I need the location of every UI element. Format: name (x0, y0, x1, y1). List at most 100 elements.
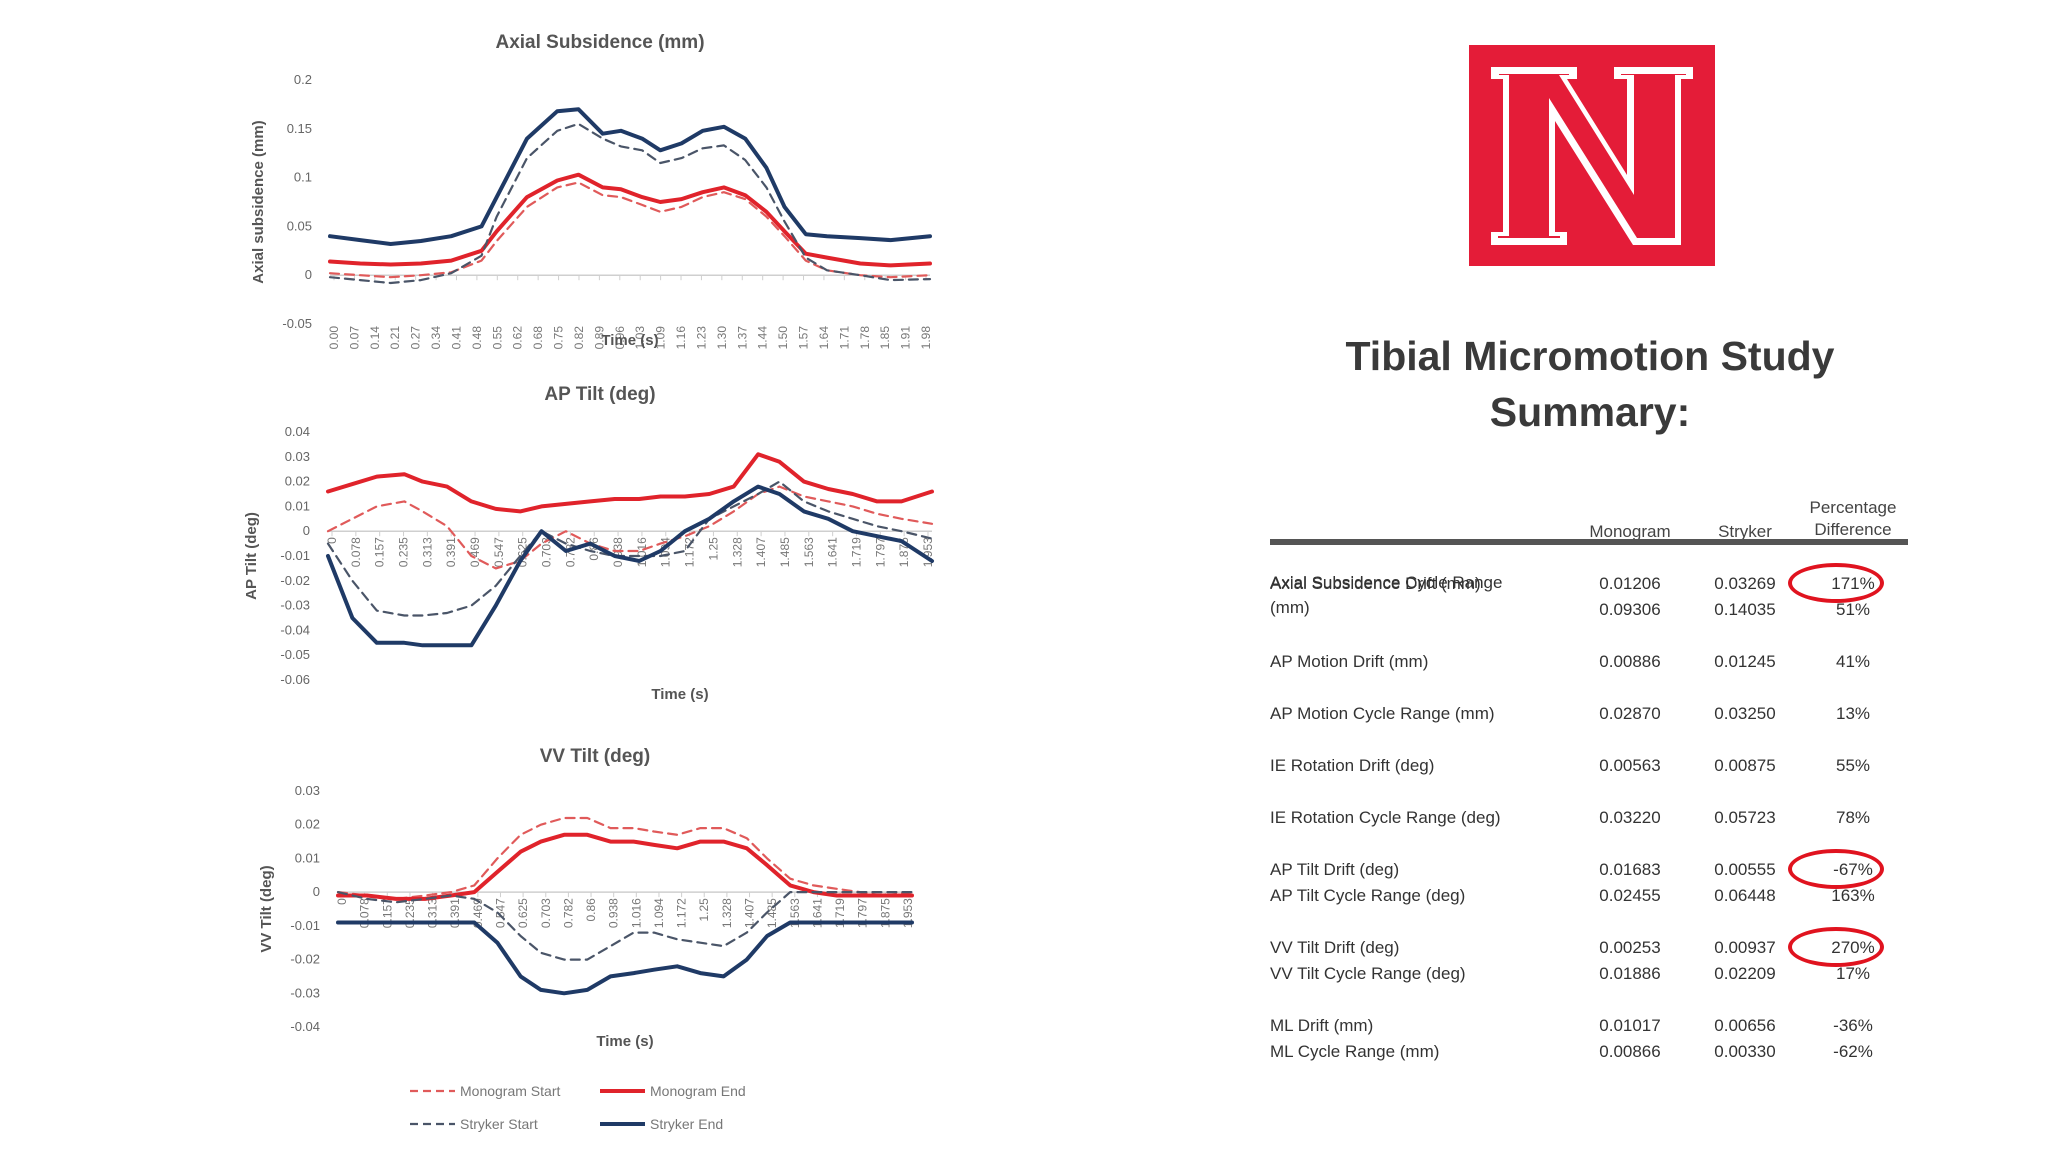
stryker-value: 0.00937 (1714, 938, 1776, 957)
chart-3: VV Tilt (deg) 0.03 0.02 0.01 0 -0.01 -0.02 -0.0… (258, 746, 915, 1050)
legend-label: Monogram End (650, 1083, 746, 1099)
chart-title: VV Tilt (deg) (540, 746, 650, 767)
stryker-value: 0.00555 (1714, 860, 1776, 879)
monogram-value: 0.02870 (1599, 704, 1661, 723)
stryker-value: 0.00875 (1714, 756, 1776, 775)
monogram-value: 0.03220 (1599, 808, 1661, 827)
x-tick-label: 0.782 (563, 537, 577, 567)
series-monogram-end (336, 832, 914, 901)
series-stryker-start (326, 480, 934, 617)
y-tick-label: 0.04 (285, 424, 310, 439)
summary-title: Tibial Micromotion Study Summary: (1300, 328, 1880, 440)
highlight-circle (1788, 927, 1884, 967)
legend-label: Stryker Start (460, 1116, 538, 1132)
stryker-value: 0.00330 (1714, 1042, 1776, 1061)
stryker-value: 0.01245 (1714, 652, 1776, 671)
x-tick-label: 1.71 (837, 326, 851, 350)
x-axis-label: Time (s) (601, 332, 658, 349)
series-monogram-end (326, 452, 934, 514)
x-tick-label: 1.37 (735, 326, 749, 350)
x-tick-label: 1.57 (797, 326, 811, 350)
y-tick-label: -0.03 (290, 985, 320, 1000)
monogram-value: 0.01683 (1599, 860, 1661, 879)
y-tick-label: 0.03 (285, 449, 310, 464)
x-tick-label: 1.78 (858, 326, 872, 350)
row-label: ML Cycle Range (mm) (1270, 1042, 1440, 1061)
y-tick-label: 0.01 (295, 850, 320, 865)
x-tick-label: 1.23 (694, 326, 708, 350)
y-tick-label: -0.01 (280, 548, 310, 563)
series-stryker-end (336, 920, 914, 996)
x-tick-label: 0.00 (327, 326, 341, 350)
x-tick-label: 0.625 (516, 898, 530, 928)
x-tick-label: 1.03 (633, 326, 647, 350)
monogram-value: 0.00886 (1599, 652, 1661, 671)
legend-label: Monogram Start (460, 1083, 560, 1099)
x-tick-label: 1.16 (674, 326, 688, 350)
x-tick-label: 0.96 (613, 326, 627, 350)
legend-label: Stryker End (650, 1116, 723, 1132)
monogram-value: 0.01886 (1599, 964, 1661, 983)
y-tick-label: -0.03 (280, 598, 310, 613)
x-axis-label: Time (s) (596, 1033, 653, 1050)
y-tick-label: -0.06 (280, 672, 310, 687)
row-label: Axial Subsidence Drift (mm) (1270, 574, 1481, 593)
highlight-circle (1788, 563, 1884, 603)
header-rule (1270, 539, 1908, 545)
x-axis-label: Time (s) (651, 686, 708, 703)
x-tick-label: 0.547 (493, 898, 507, 928)
chart-title: AP Tilt (deg) (544, 384, 655, 405)
percentage-difference: 13% (1835, 704, 1871, 723)
x-tick-label: 0.235 (397, 537, 411, 567)
series-stryker-start (336, 890, 914, 961)
chart-legend: Monogram Start Monogram End Stryker Start S… (410, 1083, 746, 1132)
x-tick-label: 1.64 (817, 326, 831, 350)
x-tick-label: 0.48 (470, 326, 484, 350)
summary-title-line-2: Summary: (1489, 389, 1691, 435)
percentage-difference: 41% (1835, 652, 1871, 671)
y-axis-label: AP Tilt (deg) (243, 512, 260, 600)
y-tick-label: 0 (313, 884, 320, 899)
x-tick-label: 0.89 (592, 326, 606, 350)
row-label: ML Drift (mm) (1270, 1016, 1374, 1035)
highlight-circle (1788, 849, 1884, 889)
chart-1: Axial Subsidence (mm) 0.2 0.15 0.1 0.05 0 -0.0… (250, 32, 933, 349)
series-monogram-start (336, 816, 914, 901)
x-tick-label: 0.547 (492, 537, 506, 567)
percentage-difference: -36% (1833, 1016, 1873, 1035)
row-label: AP Tilt Drift (deg) (1270, 860, 1400, 879)
x-tick-label: 0.703 (540, 537, 554, 567)
stryker-value: 0.06448 (1714, 886, 1776, 905)
chart-2: AP Tilt (deg) 0.04 0.03 0.02 0.01 0 -0.01 -0.02… (243, 384, 935, 703)
x-tick-label: 0.14 (368, 326, 382, 350)
y-axis-label: VV Tilt (deg) (258, 865, 275, 952)
y-tick-label: 0.02 (295, 817, 320, 832)
row-label: IE Rotation Drift (deg) (1270, 756, 1435, 775)
series-monogram-end (328, 172, 932, 268)
x-tick-label: 1.30 (715, 326, 729, 350)
series-stryker-end (328, 107, 932, 246)
percentage-difference: 51% (1835, 600, 1871, 619)
x-tick-label: 0.75 (552, 326, 566, 350)
row-label: VV Tilt Cycle Range (deg) (1270, 964, 1466, 983)
y-tick-label: 0.03 (295, 783, 320, 798)
row-label: AP Motion Cycle Range (mm) (1270, 704, 1495, 723)
series-stryker-end (326, 484, 934, 648)
charts-area: Axial Subsidence (mm) 0.2 0.15 0.1 0.05 0 -0.0… (243, 32, 935, 1132)
x-tick-label: 1.407 (743, 898, 757, 928)
row-label: VV Tilt Drift (deg) (1270, 938, 1400, 957)
x-tick-label: 1.25 (697, 898, 711, 922)
x-tick-label: 0.078 (349, 537, 363, 567)
percentage-difference: 55% (1835, 756, 1871, 775)
monogram-value: 0.00563 (1599, 756, 1661, 775)
x-tick-label: 0.782 (561, 898, 575, 928)
x-tick-label: 0.391 (444, 537, 458, 567)
stryker-value: 0.05723 (1714, 808, 1776, 827)
summary-title-line-1: Tibial Micromotion Study (1345, 333, 1835, 379)
x-tick-label: 1.016 (629, 898, 643, 928)
x-tick-label: 0.07 (347, 326, 361, 350)
series-monogram-start (326, 485, 934, 570)
header-difference: Difference (1814, 520, 1892, 539)
x-tick-label: 0.157 (373, 537, 387, 567)
chart-title: Axial Subsidence (mm) (495, 32, 704, 53)
